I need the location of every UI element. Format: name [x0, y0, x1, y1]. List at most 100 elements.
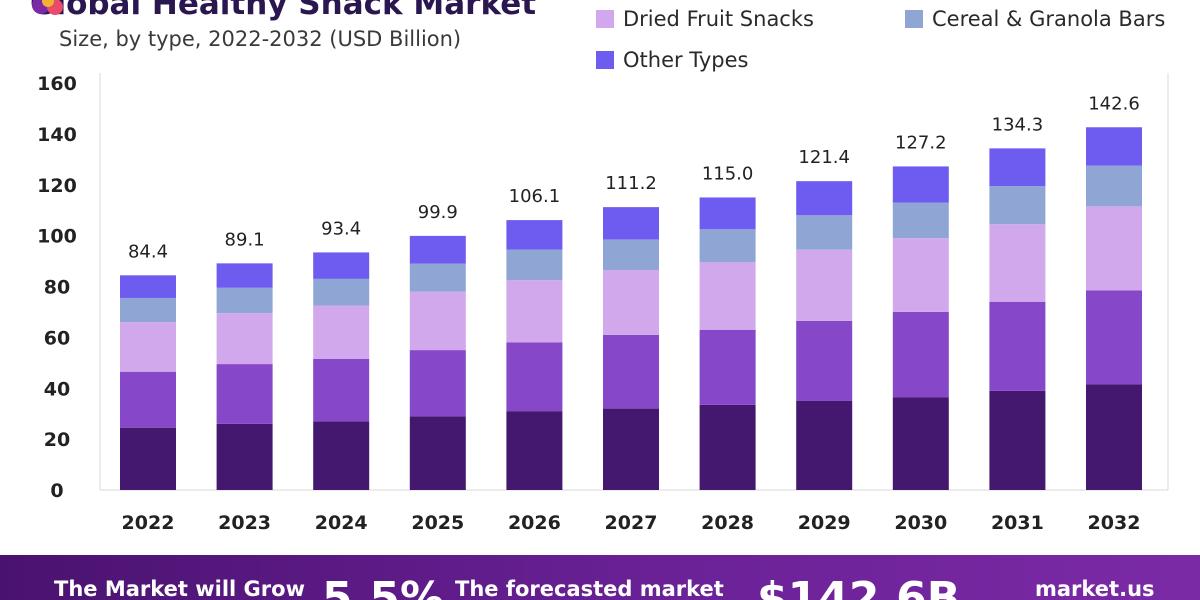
bar-segment-2028-s2: [699, 262, 756, 330]
bar-segment-2027-s0: [603, 408, 659, 490]
footer-banner: The Market will Grow 5.5% The forecasted…: [0, 555, 1200, 600]
bar-segment-2025-s4: [409, 235, 466, 264]
bar-segment-2028-s1: [699, 329, 756, 405]
legend-label-cereal-granola: Cereal & Granola Bars: [932, 7, 1166, 31]
bar-segment-2032-s3: [1086, 165, 1142, 207]
bar-segment-2030-s3: [892, 202, 949, 239]
x-tick-label-2027: 2027: [605, 512, 658, 534]
bar-segment-2024-s1: [313, 358, 370, 422]
total-label-2023: 89.1: [225, 229, 265, 250]
banner-text-forecast: The forecasted market: [455, 577, 724, 600]
bar-segment-2032-s4: [1086, 127, 1142, 166]
bar-segment-2027-s4: [603, 207, 659, 240]
x-tick-label-2023: 2023: [218, 512, 271, 534]
bar-segment-2024-s4: [313, 252, 370, 279]
bar-segment-2031-s3: [989, 186, 1046, 225]
x-tick-label-2030: 2030: [894, 512, 947, 534]
bar-segment-2029-s4: [796, 181, 853, 216]
bar-segment-2031-s4: [989, 148, 1046, 187]
bar-segment-2030-s4: [892, 166, 949, 203]
x-tick-label-2028: 2028: [701, 512, 754, 534]
legend-swatch-dried-fruit: [596, 10, 614, 28]
bar-segment-2028-s3: [699, 229, 756, 263]
bar-segment-2022-s1: [120, 371, 176, 428]
total-label-2024: 93.4: [321, 218, 361, 239]
legend-item-other-types: Other Types: [596, 47, 748, 73]
banner-cagr: 5.5%: [322, 573, 445, 600]
total-label-2031: 134.3: [992, 114, 1044, 135]
bar-segment-2031-s1: [989, 301, 1046, 391]
bar-segment-2027-s1: [603, 334, 659, 409]
bar-segment-2022-s2: [120, 322, 176, 372]
legend-swatch-cereal-granola: [905, 10, 923, 28]
legend-label-other-types: Other Types: [623, 48, 749, 72]
banner-text-grow: The Market will Grow: [54, 577, 305, 600]
banner-brand: market.us: [1035, 577, 1155, 600]
legend-swatch-other-types: [596, 51, 614, 69]
bar-segment-2022-s0: [120, 427, 176, 490]
bar-segment-2031-s2: [989, 224, 1046, 302]
x-tick-label-2031: 2031: [991, 512, 1044, 534]
bar-segment-2028-s0: [699, 404, 756, 490]
y-tick-label: 100: [37, 226, 77, 248]
total-label-2030: 127.2: [895, 132, 947, 153]
bar-segment-2025-s2: [409, 291, 466, 351]
bar-segment-2027-s3: [603, 239, 659, 270]
total-label-2027: 111.2: [605, 173, 657, 194]
bar-segment-2026-s4: [506, 220, 563, 250]
bar-segment-2023-s1: [216, 364, 273, 424]
bar-segment-2026-s0: [506, 411, 563, 490]
bar-segment-2023-s3: [216, 287, 273, 314]
bar-segment-2029-s0: [796, 400, 853, 490]
bar-segment-2024-s0: [313, 421, 370, 490]
banner-market-size: $142.6B: [757, 573, 961, 600]
x-tick-label-2029: 2029: [798, 512, 851, 534]
y-tick-label: 120: [37, 175, 77, 197]
chart-subtitle: Size, by type, 2022-2032 (USD Billion): [59, 27, 462, 51]
x-tick-label-2026: 2026: [508, 512, 561, 534]
bar-segment-2022-s3: [120, 297, 176, 323]
x-tick-label-2025: 2025: [411, 512, 464, 534]
bar-segment-2028-s4: [699, 197, 756, 230]
legend-label-dried-fruit: Dried Fruit Snacks: [623, 7, 814, 31]
total-label-2032: 142.6: [1088, 93, 1140, 114]
total-label-2025: 99.9: [418, 202, 458, 223]
bar-segment-2023-s0: [216, 423, 273, 490]
bar-segment-2030-s0: [892, 397, 949, 490]
bar-segment-2027-s2: [603, 269, 659, 335]
y-tick-label: 60: [44, 327, 70, 349]
bar-segment-2030-s1: [892, 311, 949, 398]
y-tick-label: 160: [37, 73, 77, 95]
bar-segment-2026-s2: [506, 280, 563, 343]
bar-segment-2032-s0: [1086, 384, 1142, 490]
y-tick-label: 140: [37, 124, 77, 146]
legend-item-dried-fruit: Dried Fruit Snacks: [596, 6, 814, 32]
total-label-2028: 115.0: [702, 163, 754, 184]
total-label-2026: 106.1: [509, 186, 561, 207]
chart-title: Global Healthy Snack Market: [30, 0, 537, 22]
y-tick-label: 20: [44, 429, 70, 451]
bar-segment-2032-s2: [1086, 206, 1142, 291]
bar-segment-2026-s3: [506, 249, 563, 281]
y-tick-label: 80: [44, 277, 70, 299]
y-tick-label: 0: [50, 480, 63, 502]
bar-segment-2025-s3: [409, 263, 466, 292]
x-tick-label-2022: 2022: [122, 512, 175, 534]
bar-segment-2029-s3: [796, 215, 853, 250]
bar-segment-2025-s0: [409, 416, 466, 490]
bar-segment-2023-s2: [216, 313, 273, 365]
legend-item-cereal-granola: Cereal & Granola Bars: [905, 6, 1165, 32]
x-tick-label-2024: 2024: [315, 512, 368, 534]
brand-logo-icon: [32, 0, 63, 15]
bar-segment-2022-s4: [120, 275, 176, 298]
bar-segment-2032-s1: [1086, 290, 1142, 385]
bar-segment-2030-s2: [892, 238, 949, 312]
total-label-2022: 84.4: [128, 241, 168, 262]
bar-segment-2031-s0: [989, 390, 1046, 490]
bar-segment-2029-s2: [796, 249, 853, 321]
y-tick-label: 40: [44, 378, 70, 400]
bar-segment-2024-s2: [313, 305, 370, 359]
bar-segment-2026-s1: [506, 342, 563, 412]
x-tick-label-2032: 2032: [1088, 512, 1141, 534]
